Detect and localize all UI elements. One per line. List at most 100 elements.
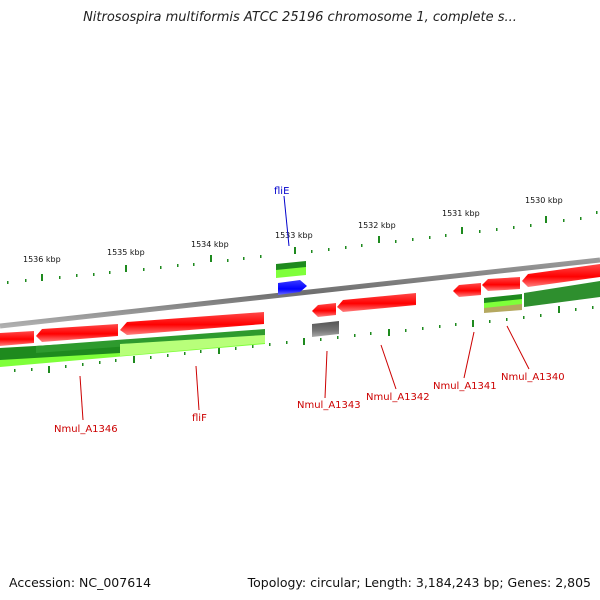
tick [7, 281, 9, 284]
callout-nmul-a1343 [324, 350, 328, 399]
chromosome-backbone [0, 257, 600, 329]
gene-nmul-a1346[interactable] [36, 324, 118, 342]
gene-label-flie[interactable]: fliE [274, 186, 289, 197]
tick [540, 314, 542, 317]
gene-label-nmul-a1342[interactable]: Nmul_A1342 [366, 392, 430, 403]
gene-group-middle[interactable] [312, 293, 416, 337]
cds-dark [484, 294, 522, 304]
gene-flie[interactable] [278, 280, 307, 295]
tick [243, 257, 245, 260]
tick-major [378, 236, 380, 243]
tick [269, 343, 271, 346]
tick [31, 368, 33, 371]
tick-major [218, 347, 220, 354]
gene-nmul-a1343-gray[interactable] [312, 321, 339, 337]
tick-major [133, 356, 135, 363]
tick-major [125, 265, 127, 272]
tick [489, 320, 491, 323]
callout-nmul-a1342 [380, 344, 397, 390]
tick [575, 308, 577, 311]
gene-group-left[interactable] [0, 312, 264, 346]
cds-light [276, 267, 306, 278]
gene-label-nmul-a1346[interactable]: Nmul_A1346 [54, 424, 118, 435]
tick-major [210, 255, 212, 262]
callout-nmul-a1340 [506, 325, 530, 370]
cds-light [120, 335, 265, 356]
callout-nmul-a1346 [79, 375, 84, 421]
tick [422, 327, 424, 330]
gene-nmul-a1341[interactable] [453, 283, 481, 297]
tick [513, 226, 515, 229]
tick [184, 352, 186, 355]
tick [167, 354, 169, 357]
tick [354, 334, 356, 337]
tick [59, 276, 61, 279]
tick [200, 350, 202, 353]
tick [311, 250, 313, 253]
tick [235, 347, 237, 350]
gene-flif[interactable] [120, 312, 264, 335]
flie-region[interactable] [276, 261, 307, 295]
tick [143, 268, 145, 271]
scale-label: 1536 kbp [23, 255, 61, 264]
gene-nmul-a1343[interactable] [312, 303, 336, 317]
cds-dark [36, 329, 265, 353]
tick [150, 356, 152, 359]
cds-olive [484, 304, 522, 313]
tick [405, 329, 407, 332]
tick-major [388, 329, 390, 336]
tick [506, 318, 508, 321]
accession-label: Accession: NC_007614 [9, 575, 152, 590]
tick [177, 264, 179, 267]
tick [455, 323, 457, 326]
callout-lines [79, 195, 530, 421]
scale-label: 1530 kbp [525, 196, 563, 205]
tick [445, 234, 447, 237]
tick [563, 219, 565, 222]
tick-major [461, 227, 463, 234]
tick [93, 273, 95, 276]
callout-nmul-a1341 [463, 331, 475, 379]
top-scale-ticks [7, 211, 598, 284]
tick [227, 259, 229, 262]
tick [76, 274, 78, 277]
tick [160, 266, 162, 269]
tick [286, 341, 288, 344]
gene-label-nmul-a1340[interactable]: Nmul_A1340 [501, 372, 565, 383]
tick-major [472, 320, 474, 327]
gene-labels: fliE Nmul_A1346 fliF Nmul_A1343 Nmul_A13… [54, 186, 565, 435]
scale-label: 1533 kbp [275, 231, 313, 240]
gene-group-right[interactable] [453, 264, 600, 313]
tick [115, 359, 117, 362]
tick [337, 336, 339, 339]
tick [395, 240, 397, 243]
scale-label: 1534 kbp [191, 240, 229, 249]
tick-major [41, 274, 43, 281]
cds-dark [524, 281, 600, 307]
scale-label: 1532 kbp [358, 221, 396, 230]
gene-label-flif[interactable]: fliF [192, 413, 207, 424]
scale-labels: 1536 kbp 1535 kbp 1534 kbp 1533 kbp 1532… [23, 196, 563, 264]
gene-nmul-a1347[interactable] [0, 331, 34, 346]
map-title: Nitrosospira multiformis ATCC 25196 chro… [83, 10, 517, 25]
tick [592, 306, 594, 309]
tick [328, 248, 330, 251]
tick [479, 230, 481, 233]
gene-nmul-a1340[interactable] [482, 277, 520, 291]
tick-major [48, 366, 50, 373]
cds-band-left[interactable] [0, 329, 265, 367]
callout-flif [195, 365, 200, 411]
tick-major [558, 306, 560, 313]
gene-label-nmul-a1343[interactable]: Nmul_A1343 [297, 400, 361, 411]
gene-label-nmul-a1341[interactable]: Nmul_A1341 [433, 381, 497, 392]
tick [596, 211, 598, 214]
tick [65, 365, 67, 368]
gene-nmul-a1342[interactable] [337, 293, 416, 312]
gene-nmul-a1339[interactable] [522, 264, 600, 287]
genome-stats: Topology: circular; Length: 3,184,243 bp… [247, 575, 591, 590]
tick [14, 369, 16, 372]
tick-major [294, 247, 296, 254]
tick [345, 246, 347, 249]
tick [429, 236, 431, 239]
